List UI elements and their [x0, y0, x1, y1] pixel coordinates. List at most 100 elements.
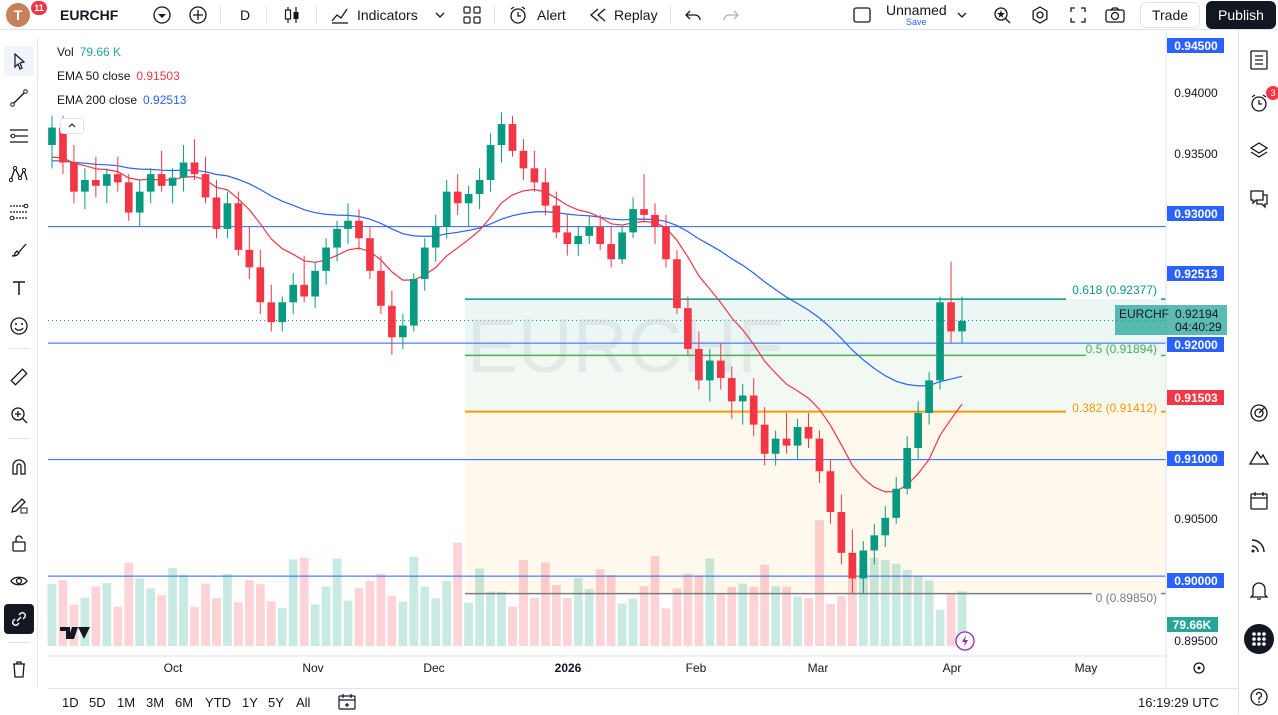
alert-button[interactable]: Alert: [508, 0, 566, 30]
compare-symbol-icon[interactable]: [152, 0, 172, 30]
pattern-tool-icon[interactable]: [4, 159, 34, 189]
price-chart[interactable]: EURCHF 0.94000 0.93500 0.90500 0.89500 0…: [0, 0, 1238, 688]
volume-bar: [716, 593, 726, 646]
symbol-watermark: EURCHF: [467, 304, 784, 389]
ema200-line: [51, 160, 963, 387]
trash-icon[interactable]: [4, 654, 34, 684]
ema50-price-tag: [1167, 390, 1224, 405]
replay-button[interactable]: Replay: [588, 0, 658, 30]
candle-body: [727, 378, 736, 402]
watchlist-icon[interactable]: [1244, 45, 1274, 75]
lightning-icon[interactable]: [955, 631, 975, 651]
layout-select-checkbox[interactable]: [852, 0, 872, 30]
fullscreen-icon[interactable]: [1068, 0, 1088, 30]
volume-legend[interactable]: Vol 79.66 K: [57, 45, 121, 59]
legend-ema200-value: 0.92513: [143, 93, 187, 107]
lock-icon[interactable]: [4, 528, 34, 558]
alerts-clock-icon[interactable]: 3: [1244, 86, 1278, 118]
volume-bar: [705, 558, 715, 646]
notification-bell-icon[interactable]: [1244, 575, 1274, 605]
emoji-smile-icon[interactable]: [4, 311, 34, 341]
range-button-5y[interactable]: 5Y: [268, 689, 284, 715]
trade-button[interactable]: Trade: [1140, 2, 1200, 28]
interval-button[interactable]: D: [240, 0, 250, 30]
templates-grid-icon[interactable]: [462, 0, 482, 30]
horizontal-lines-icon[interactable]: [4, 121, 34, 151]
publish-button[interactable]: Publish: [1206, 1, 1276, 29]
volume-bar: [683, 573, 693, 646]
range-button-all[interactable]: All: [296, 689, 310, 715]
last-price-value: 0.92194: [1175, 307, 1219, 321]
volume-bar: [573, 577, 583, 646]
ema200-legend[interactable]: EMA 200 close 0.92513: [57, 93, 186, 107]
range-button-ytd[interactable]: YTD: [205, 689, 231, 715]
target-icon[interactable]: [1244, 398, 1274, 428]
volume-bar: [453, 542, 463, 646]
link-sync-icon[interactable]: [4, 604, 34, 634]
candle-body: [355, 220, 363, 239]
indicators-dropdown-icon[interactable]: [434, 0, 446, 30]
calendar-icon[interactable]: [1244, 486, 1274, 516]
volume-bar: [837, 596, 846, 646]
ruler-measure-icon[interactable]: [4, 362, 34, 392]
pencil-lock-icon[interactable]: [4, 490, 34, 520]
zoom-in-icon[interactable]: [4, 400, 34, 430]
range-button-1m[interactable]: 1M: [117, 689, 135, 715]
trend-line-icon[interactable]: [4, 83, 34, 113]
apps-grid-icon[interactable]: [1244, 624, 1274, 654]
range-button-6m[interactable]: 6M: [175, 689, 193, 715]
candle-body: [848, 552, 857, 579]
cursor-icon[interactable]: [4, 46, 34, 76]
last-price-symbol: EURCHF: [1119, 307, 1169, 321]
add-symbol-icon[interactable]: [188, 0, 208, 30]
quick-search-icon[interactable]: [992, 0, 1012, 30]
range-button-5d[interactable]: 5D: [89, 689, 106, 715]
indicators-button[interactable]: Indicators: [330, 0, 418, 30]
eye-icon[interactable]: [4, 566, 34, 596]
chat-icon[interactable]: [1244, 183, 1274, 213]
fib-retracement-icon[interactable]: [4, 197, 34, 227]
candle-body: [782, 438, 791, 446]
volume-bar: [924, 580, 934, 646]
volume-bar: [519, 560, 528, 646]
candle-body: [497, 124, 506, 146]
volume-bar: [47, 584, 57, 646]
layout-dropdown-icon[interactable]: [956, 0, 968, 30]
redo-icon[interactable]: [722, 0, 740, 30]
tradingview-logo[interactable]: [60, 627, 90, 639]
candle-body: [102, 174, 111, 186]
mountain-icon[interactable]: [1244, 442, 1274, 472]
volume-tag-label: 79.66K: [1173, 618, 1212, 632]
range-button-1d[interactable]: 1D: [62, 689, 79, 715]
layers-icon[interactable]: [1244, 136, 1274, 166]
volume-bar: [584, 588, 594, 646]
right-sidebar: 3: [1238, 30, 1278, 714]
volume-bar: [946, 593, 956, 646]
broadcast-icon[interactable]: [1244, 530, 1274, 560]
undo-icon[interactable]: [684, 0, 702, 30]
layout-name-button[interactable]: Unnamed Save: [886, 0, 947, 30]
candle-body: [760, 424, 769, 454]
candles-chart-type-icon[interactable]: [283, 0, 301, 30]
fib-label-0: 0 (0.89850): [1096, 591, 1157, 605]
range-button-3m[interactable]: 3M: [146, 689, 164, 715]
camera-snapshot-icon[interactable]: [1104, 0, 1126, 30]
volume-bar: [551, 585, 561, 646]
volume-bar: [223, 574, 232, 646]
ema50-legend[interactable]: EMA 50 close 0.91503: [57, 69, 180, 83]
go-to-date-calendar-icon[interactable]: [337, 689, 357, 715]
help-icon[interactable]: [1244, 682, 1274, 712]
symbol-search-button[interactable]: EURCHF: [60, 0, 118, 30]
collapse-legend-icon[interactable]: [60, 118, 84, 134]
axis-settings-icon[interactable]: [1193, 662, 1205, 674]
utc-clock[interactable]: 16:19:29 UTC: [1138, 689, 1219, 715]
text-tool-icon[interactable]: [4, 273, 34, 303]
range-button-1y[interactable]: 1Y: [242, 689, 258, 715]
candle-body: [431, 226, 440, 248]
volume-bar: [277, 608, 287, 646]
brush-icon[interactable]: [4, 235, 34, 265]
rewind-icon: [590, 8, 606, 22]
user-avatar[interactable]: T 11: [6, 1, 47, 27]
magnet-icon[interactable]: [4, 452, 34, 482]
settings-gear-icon[interactable]: [1030, 0, 1050, 30]
